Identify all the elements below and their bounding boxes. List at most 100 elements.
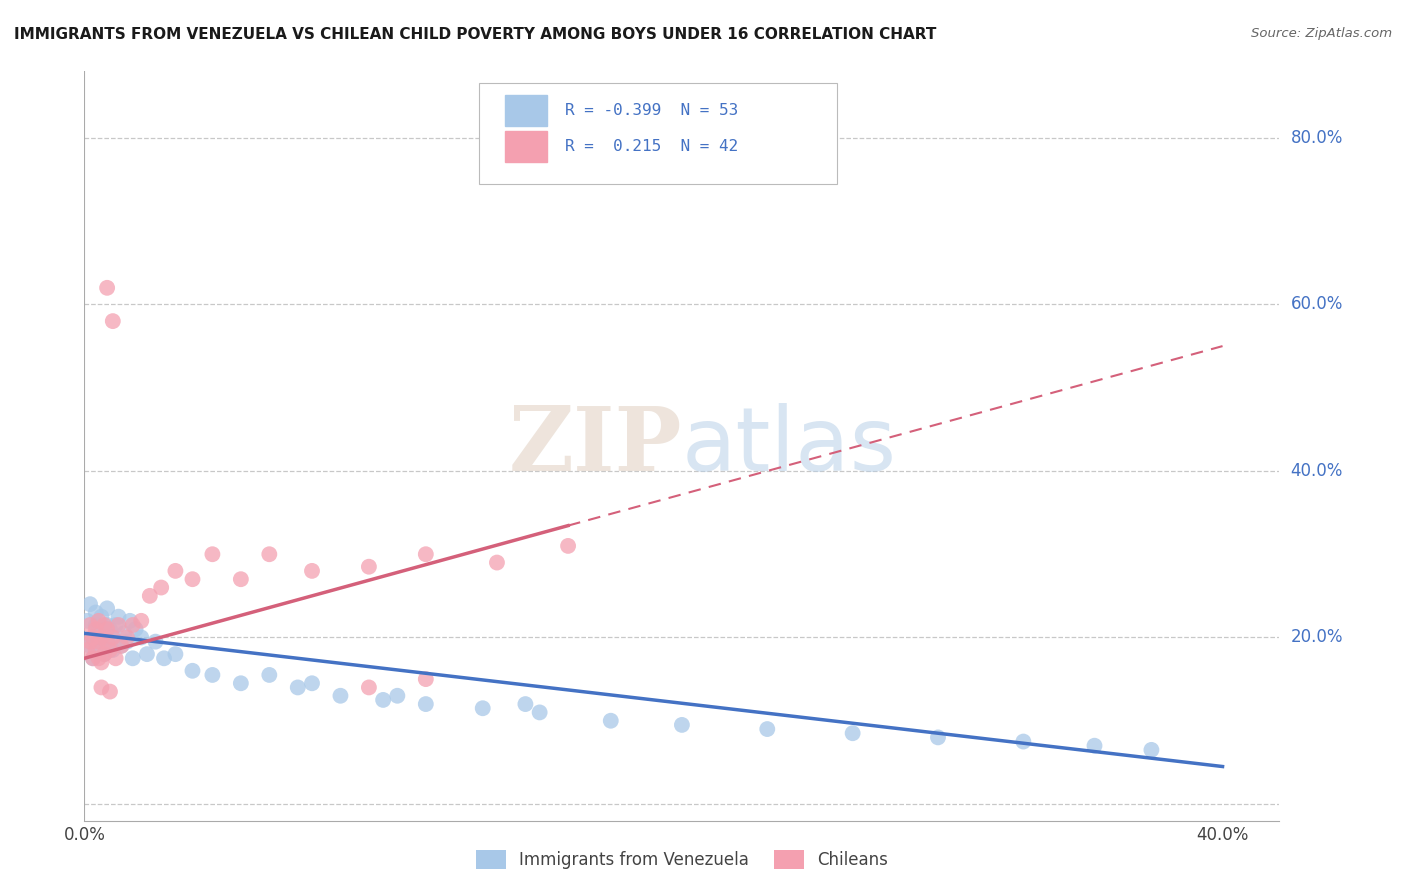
Point	[485, 556, 508, 570]
Point	[93, 647, 115, 661]
Point	[373, 693, 395, 707]
Point	[96, 601, 118, 615]
Text: 40.0%: 40.0%	[1291, 462, 1343, 480]
Point	[201, 547, 224, 561]
Point	[93, 631, 115, 645]
Point	[121, 651, 143, 665]
Point	[557, 539, 579, 553]
Point	[96, 634, 118, 648]
Point	[101, 631, 124, 645]
Point	[76, 614, 98, 628]
Point	[90, 634, 112, 648]
Bar	[505, 130, 547, 162]
Point	[471, 701, 494, 715]
Point	[287, 681, 309, 695]
Text: ZIP: ZIP	[509, 402, 682, 490]
Point	[107, 618, 129, 632]
Point	[301, 564, 323, 578]
Point	[153, 651, 176, 665]
Point	[82, 631, 104, 645]
Point	[415, 697, 437, 711]
Text: atlas: atlas	[682, 402, 897, 490]
Point	[181, 572, 204, 586]
Point	[1012, 734, 1035, 748]
Point	[87, 643, 110, 657]
Point	[181, 664, 204, 678]
Point	[79, 639, 101, 653]
Point	[93, 647, 115, 661]
Point	[329, 689, 352, 703]
Point	[150, 581, 173, 595]
Point	[1140, 743, 1163, 757]
Point	[87, 614, 110, 628]
Point	[101, 643, 124, 657]
Point	[124, 622, 146, 636]
Text: 20.0%: 20.0%	[1291, 629, 1343, 647]
FancyBboxPatch shape	[479, 83, 838, 184]
Point	[98, 622, 121, 636]
Point	[927, 731, 949, 745]
Point	[259, 547, 281, 561]
Point	[96, 618, 118, 632]
Point	[87, 622, 110, 636]
Point	[79, 597, 101, 611]
Point	[357, 681, 380, 695]
Point	[357, 559, 380, 574]
Point	[112, 626, 135, 640]
Point	[101, 314, 124, 328]
Text: R = -0.399  N = 53: R = -0.399 N = 53	[565, 103, 738, 118]
Point	[90, 681, 112, 695]
Point	[82, 651, 104, 665]
Point	[79, 634, 101, 648]
Text: IMMIGRANTS FROM VENEZUELA VS CHILEAN CHILD POVERTY AMONG BOYS UNDER 16 CORRELATI: IMMIGRANTS FROM VENEZUELA VS CHILEAN CHI…	[14, 27, 936, 42]
Point	[529, 706, 551, 720]
Point	[82, 651, 104, 665]
Point	[201, 668, 224, 682]
Point	[229, 572, 252, 586]
Point	[104, 651, 127, 665]
Point	[259, 668, 281, 682]
Point	[110, 639, 132, 653]
Point	[84, 606, 107, 620]
Point	[415, 672, 437, 686]
Point	[139, 589, 162, 603]
Point	[84, 622, 107, 636]
Point	[76, 643, 98, 657]
Point	[415, 547, 437, 561]
Point	[165, 647, 187, 661]
Point	[90, 656, 112, 670]
Point	[107, 609, 129, 624]
Point	[98, 643, 121, 657]
Point	[136, 647, 159, 661]
Point	[301, 676, 323, 690]
Point	[671, 718, 693, 732]
Bar	[505, 95, 547, 126]
Point	[129, 631, 152, 645]
Point	[90, 631, 112, 645]
Point	[841, 726, 863, 740]
Text: Source: ZipAtlas.com: Source: ZipAtlas.com	[1251, 27, 1392, 40]
Text: 80.0%: 80.0%	[1291, 129, 1343, 147]
Point	[756, 722, 779, 736]
Text: R =  0.215  N = 42: R = 0.215 N = 42	[565, 139, 738, 153]
Point	[515, 697, 537, 711]
Point	[110, 639, 132, 653]
Point	[82, 631, 104, 645]
Point	[1083, 739, 1105, 753]
Text: 60.0%: 60.0%	[1291, 295, 1343, 313]
Point	[96, 281, 118, 295]
Point	[387, 689, 409, 703]
Point	[165, 564, 187, 578]
Point	[96, 622, 118, 636]
Point	[98, 684, 121, 698]
Point	[104, 618, 127, 632]
Point	[229, 676, 252, 690]
Point	[79, 618, 101, 632]
Point	[93, 618, 115, 632]
Point	[599, 714, 621, 728]
Point	[87, 634, 110, 648]
Point	[115, 634, 138, 648]
Point	[90, 609, 112, 624]
Point	[87, 651, 110, 665]
Point	[121, 618, 143, 632]
